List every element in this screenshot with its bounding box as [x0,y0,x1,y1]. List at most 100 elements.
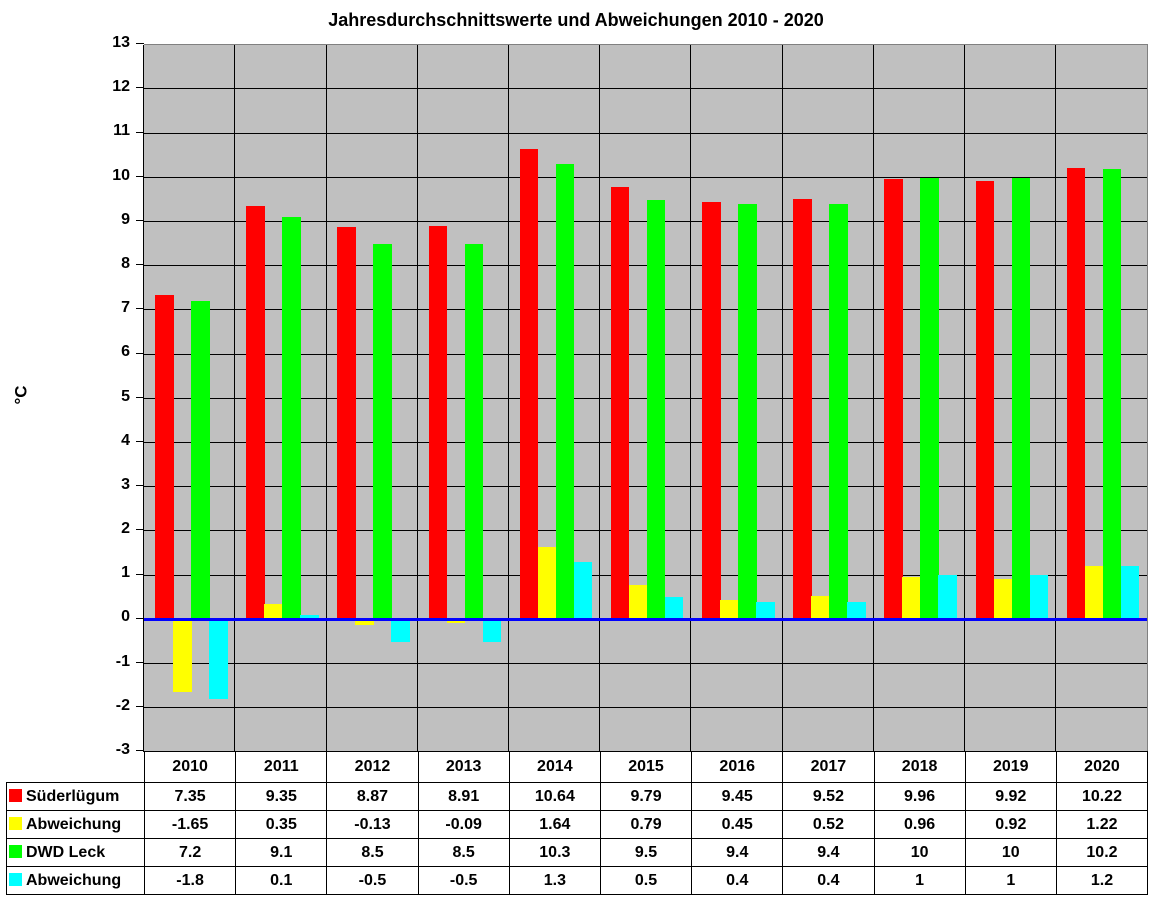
bar-s-derl-gum-2011 [246,206,265,620]
y-tick-label: -1 [115,652,130,670]
gridline-vertical [143,45,145,752]
table-cell: 10.3 [508,838,601,867]
bar-abweichung-2012 [391,619,410,642]
table-cell: 10.64 [508,782,601,811]
bar-abweichung-2016 [720,599,739,620]
gridline-vertical [599,45,601,752]
y-tick [136,87,144,89]
category-label: 2020 [1055,751,1149,783]
table-cell: 1.22 [1055,810,1149,839]
y-tick [136,264,144,266]
table-cell: 9.1 [235,838,328,867]
y-tick-label: 1 [121,564,130,582]
table-cell: 9.79 [599,782,693,811]
gridline-vertical [781,45,783,752]
y-axis-label: °C [11,385,31,405]
bar-abweichung-2010 [173,619,192,693]
table-row: DWD Leck 7.2 9.1 8.5 8.5 10.3 9.5 9.4 9.4 10 10 10.… [6,838,1149,867]
chart-title: Jahresdurchschnittswerte und Abweichunge… [328,10,824,30]
bar-dwd-leck-2010 [191,301,210,620]
table-cell: -0.5 [326,866,419,895]
gridline-horizontal [144,574,1147,576]
bar-abweichung-2012 [355,619,374,626]
bar-dwd-leck-2019 [1011,177,1031,620]
table-cell: 8.91 [417,782,510,811]
table-cell: 0.79 [599,810,693,839]
data-table: 2010 2011 2012 2013 2014 2015 2016 2017 2018 2019… [6,751,1149,895]
bar-s-derl-gum-2015 [610,186,630,620]
y-tick [136,43,144,45]
gridline-vertical [325,45,327,752]
bar-abweichung-2015 [664,597,684,620]
table-cell: 1.2 [1055,866,1149,895]
category-label: 2013 [417,751,510,783]
table-cell: -0.13 [326,810,419,839]
category-label: 2016 [691,751,784,783]
table-cell: 7.2 [143,838,237,867]
y-tick-label: 2 [121,520,130,538]
bar-s-derl-gum-2014 [519,149,539,620]
bar-s-derl-gum-2013 [428,225,448,620]
y-tick [136,661,144,663]
y-tick-label: 11 [113,122,130,140]
bar-s-derl-gum-2019 [975,181,995,620]
legend-swatch-icon [9,788,22,802]
bar-abweichung-2018 [938,575,957,620]
table-cell: 9.5 [599,838,693,867]
y-tick-label: -3 [115,741,130,758]
table-cell: 9.4 [782,838,875,867]
table-cell: -1.8 [143,866,237,895]
gridline-vertical [507,45,509,752]
table-cell: 7.35 [143,782,237,811]
table-cell: -0.09 [417,810,510,839]
gridline-vertical [234,45,236,752]
y-tick [136,396,144,398]
y-tick-label: 9 [121,210,130,228]
bar-s-derl-gum-2016 [702,201,721,620]
bar-s-derl-gum-2012 [337,227,356,620]
category-label: 2019 [964,751,1057,783]
y-tick-label: 0 [121,608,130,626]
bar-dwd-leck-2011 [282,217,301,620]
category-label: 2018 [873,751,966,783]
bar-abweichung-2016 [756,601,775,620]
gridline-horizontal [144,707,1147,709]
y-tick [136,220,144,221]
legend-swatch-icon [9,844,22,858]
y-tick-label: 8 [121,254,130,272]
bar-s-derl-gum-2010 [155,294,174,620]
bar-abweichung-2010 [209,619,228,699]
y-tick [136,308,144,310]
plot-area [143,44,1148,752]
y-tick [136,706,144,708]
bar-dwd-leck-2016 [738,204,757,620]
gridline-horizontal [144,441,1147,443]
bar-abweichung-2020 [1120,566,1140,620]
zero-line [144,617,1147,621]
y-tick [136,617,144,619]
series-name: Abweichung [26,871,122,889]
y-tick [136,440,144,442]
category-label: 2017 [782,751,875,783]
series-name: Süderlügum [26,787,120,805]
table-cell: 1.64 [508,810,601,839]
gridline-horizontal [144,662,1147,664]
gridline-vertical [872,45,874,752]
y-tick-label: 6 [121,343,130,361]
table-cell: 0.96 [873,810,966,839]
bar-dwd-leck-2017 [829,204,848,620]
bar-dwd-leck-2014 [555,164,575,620]
gridline-horizontal [144,176,1147,178]
gridline-vertical [416,45,418,752]
bar-dwd-leck-2018 [920,177,939,620]
table-cell: 0.1 [235,866,328,895]
y-tick [136,352,144,354]
y-tick [136,131,144,133]
bar-dwd-leck-2020 [1102,168,1122,620]
legend-entry: Abweichung [6,866,145,895]
y-tick [136,573,144,575]
y-tick-label: 3 [121,475,130,493]
bar-abweichung-2020 [1084,565,1104,620]
table-cell: 1.3 [508,866,601,895]
table-cell: 9.96 [873,782,966,811]
